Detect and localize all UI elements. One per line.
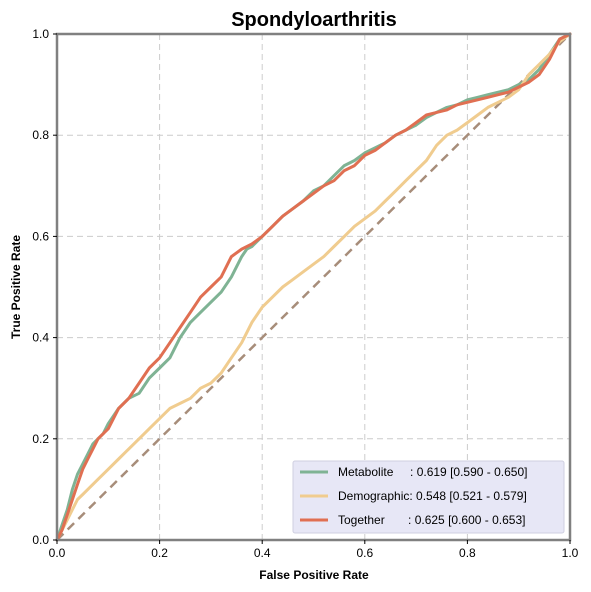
grid-layer bbox=[57, 34, 570, 540]
y-tick-label: 0.8 bbox=[32, 128, 49, 142]
y-tick-label: 0.4 bbox=[32, 331, 49, 345]
legend-label-demographic: Demographic: 0.548 [0.521 - 0.579] bbox=[338, 489, 527, 503]
series-line-demographic bbox=[55, 32, 572, 542]
y-tick-label: 0.0 bbox=[32, 533, 49, 547]
y-axis-label: True Positive Rate bbox=[9, 235, 23, 339]
legend-label-metabolite: Metabolite : 0.619 [0.590 - 0.650] bbox=[338, 465, 527, 479]
y-tick-label: 0.2 bbox=[32, 432, 49, 446]
x-tick-label: 0.8 bbox=[459, 546, 476, 560]
y-tick-label: 1.0 bbox=[32, 27, 49, 41]
y-tick-label: 0.6 bbox=[32, 229, 49, 243]
tick-layer: 0.0 0.2 0.4 0.6 0.8 1.0 0.0 0.2 0.4 0.6 0.8 1.0 bbox=[32, 27, 578, 560]
x-tick-label: 0.6 bbox=[356, 546, 373, 560]
series-line-together bbox=[55, 32, 572, 542]
series-layer bbox=[55, 32, 572, 542]
x-tick-label: 0.0 bbox=[49, 546, 66, 560]
legend-box bbox=[292, 460, 565, 534]
legend-label-together: Together : 0.625 [0.600 - 0.653] bbox=[338, 513, 525, 527]
legend: Metabolite : 0.619 [0.590 - 0.650] Demogr… bbox=[292, 460, 565, 534]
x-tick-label: 1.0 bbox=[562, 546, 579, 560]
diagonal-layer bbox=[56, 33, 571, 541]
plot-frame bbox=[55, 32, 572, 542]
chance-diagonal-line bbox=[56, 33, 571, 541]
chart-title: Spondyloarthritis bbox=[231, 9, 397, 31]
x-tick-label: 0.4 bbox=[254, 546, 271, 560]
x-axis-label: False Positive Rate bbox=[259, 568, 369, 582]
x-tick-label: 0.2 bbox=[151, 546, 168, 560]
